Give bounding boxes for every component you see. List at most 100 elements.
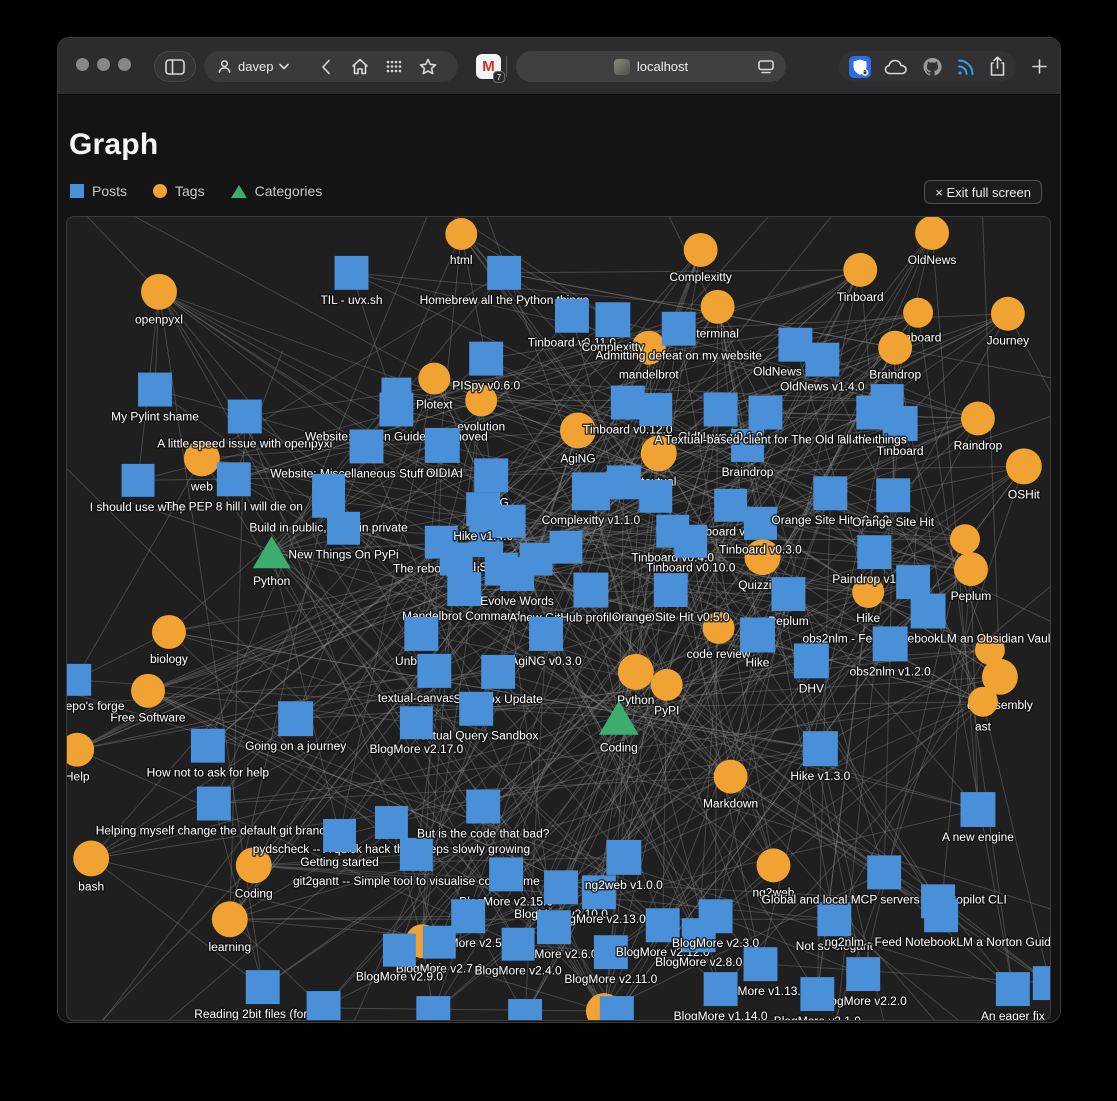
graph-node-post[interactable] — [1032, 966, 1050, 1001]
graph-node-post[interactable] — [748, 395, 783, 430]
graph-node-tag[interactable] — [967, 686, 998, 717]
graph-node-post[interactable] — [544, 870, 578, 905]
graph-node-post[interactable] — [595, 302, 631, 338]
graph-node-post[interactable] — [876, 478, 911, 513]
cloud-extension-icon[interactable] — [884, 58, 908, 75]
profile-menu[interactable]: davep — [217, 59, 290, 74]
graph-node-post[interactable] — [196, 786, 231, 821]
graph-node-post[interactable] — [278, 701, 314, 737]
graph-node-post[interactable] — [245, 970, 280, 1005]
graph-node-post[interactable] — [674, 524, 708, 558]
graph-node-cat[interactable] — [252, 536, 291, 569]
graph-node-tag[interactable] — [843, 252, 878, 287]
graph-node-post[interactable] — [466, 789, 501, 824]
graph-node-post[interactable] — [740, 617, 775, 653]
graph-node-post[interactable] — [537, 910, 571, 945]
graph-node-post[interactable] — [382, 933, 416, 967]
graph-node-post[interactable] — [896, 565, 931, 600]
graph-node-tag[interactable] — [954, 552, 988, 587]
graph-node-post[interactable] — [481, 654, 516, 689]
graph-node-post[interactable] — [306, 991, 341, 1020]
minimize-window-button[interactable] — [97, 58, 110, 71]
graph-node-tag[interactable] — [852, 576, 885, 609]
graph-node-post[interactable] — [800, 977, 835, 1012]
graph-node-tag[interactable] — [559, 412, 596, 449]
graph-node-post[interactable] — [817, 902, 852, 937]
graph-node-post[interactable] — [519, 542, 553, 576]
graph-node-post[interactable] — [639, 479, 673, 513]
graph-node-post[interactable] — [404, 617, 439, 651]
graph-node-post[interactable] — [703, 392, 738, 427]
graph-node-post[interactable] — [508, 999, 543, 1020]
new-tab-button[interactable] — [1024, 51, 1054, 82]
graph-node-tag[interactable] — [235, 847, 272, 884]
address-bar[interactable]: localhost — [516, 51, 786, 82]
graph-node-post[interactable] — [910, 593, 946, 629]
graph-node-tag[interactable] — [617, 653, 654, 690]
graph-node-tag[interactable] — [631, 330, 666, 365]
graph-node-tag[interactable] — [211, 901, 248, 938]
graph-node-post[interactable] — [555, 298, 589, 333]
github-extension-icon[interactable] — [922, 57, 943, 77]
graph-node-tag[interactable] — [990, 296, 1025, 331]
graph-node-tag[interactable] — [960, 401, 995, 436]
graph-node-post[interactable] — [743, 947, 778, 982]
graph-node-post[interactable] — [995, 972, 1030, 1007]
graph-node-post[interactable] — [121, 463, 155, 497]
graph-node-tag[interactable] — [141, 273, 177, 310]
reader-view-icon[interactable] — [757, 59, 775, 74]
graph-node-post[interactable] — [653, 573, 688, 608]
graph-node-post[interactable] — [606, 839, 642, 875]
graph-node-post[interactable] — [451, 899, 486, 934]
graph-node-tag[interactable] — [700, 289, 735, 324]
graph-node-post[interactable] — [802, 731, 838, 767]
graph-node-tag[interactable] — [950, 524, 980, 555]
graph-node-post[interactable] — [349, 429, 384, 464]
exit-fullscreen-button[interactable]: × Exit full screen — [924, 180, 1042, 204]
graph-node-post[interactable] — [610, 385, 645, 420]
graph-node-post[interactable] — [529, 617, 563, 651]
graph-node-post[interactable] — [593, 935, 628, 970]
graph-node-post[interactable] — [606, 465, 641, 500]
graph-node-post[interactable] — [459, 691, 494, 726]
graph-node-tag[interactable] — [640, 435, 677, 472]
graph-node-tag[interactable] — [67, 732, 95, 767]
graph-node-post[interactable] — [227, 399, 262, 434]
graph-node-post[interactable] — [698, 899, 733, 934]
graph-node-post[interactable] — [793, 643, 829, 679]
graph-node-post[interactable] — [857, 535, 892, 570]
graph-node-post[interactable] — [714, 488, 748, 522]
graph-node-tag[interactable] — [465, 384, 498, 417]
sidebar-toggle-button[interactable] — [154, 51, 196, 82]
graph-node-post[interactable] — [138, 372, 172, 407]
graph-node-post[interactable] — [327, 511, 360, 545]
graph-node-tag[interactable] — [183, 440, 220, 477]
graph-node-tag[interactable] — [1005, 448, 1042, 485]
graph-node-tag[interactable] — [974, 634, 1005, 665]
graph-node-post[interactable] — [216, 462, 251, 497]
graph-node-tag[interactable] — [713, 759, 748, 794]
graph-node-cat[interactable] — [598, 700, 639, 735]
graph-svg[interactable]: openpyxl html Complexitty terminal mandelbro… — [67, 217, 1050, 1020]
graph-node-post[interactable] — [921, 884, 956, 919]
graph-node-post[interactable] — [416, 996, 451, 1020]
graph-node-tag[interactable] — [915, 217, 950, 250]
rss-extension-icon[interactable] — [956, 57, 976, 77]
graph-node-tag[interactable] — [744, 539, 781, 576]
graph-node-tag[interactable] — [981, 658, 1018, 695]
apps-grid-button[interactable] — [377, 60, 411, 73]
graph-node-tag[interactable] — [445, 217, 478, 250]
graph-node-tag[interactable] — [131, 673, 165, 708]
graph-node-post[interactable] — [374, 806, 408, 839]
graph-node-post[interactable] — [447, 572, 482, 607]
graph-node-tag[interactable] — [878, 330, 913, 365]
graph-node-post[interactable] — [846, 957, 881, 992]
graph-node-tag[interactable] — [903, 297, 934, 328]
graph-node-post[interactable] — [381, 377, 412, 408]
graph-node-post[interactable] — [645, 908, 680, 943]
graph-node-tag[interactable] — [650, 668, 683, 701]
graph-node-post[interactable] — [867, 855, 902, 890]
graph-node-post[interactable] — [805, 342, 840, 377]
graph-node-post[interactable] — [581, 875, 616, 910]
graph-node-post[interactable] — [661, 311, 696, 346]
